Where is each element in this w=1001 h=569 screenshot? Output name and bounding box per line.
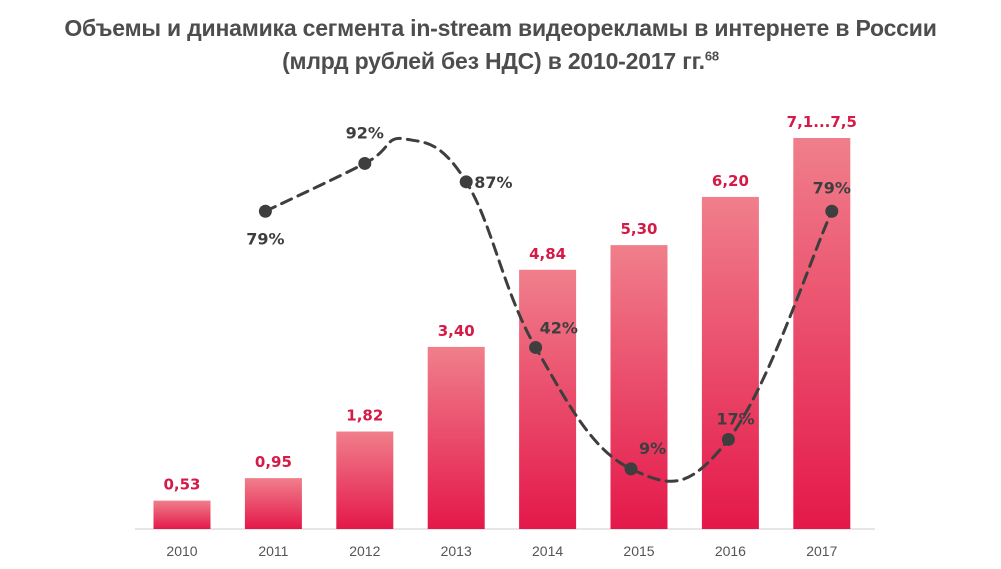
x-tick-labels: 2010 2011 2012 2013 2014 2015 2016 2017	[166, 543, 837, 559]
bar-value-label-2014: 4,84	[529, 245, 566, 263]
x-tick-2017: 2017	[806, 543, 837, 559]
x-tick-2014: 2014	[532, 543, 563, 559]
title-line-2-text: (млрд рублей без НДС) в 2010-2017 гг.	[282, 48, 705, 74]
title-footnote: 68	[704, 48, 719, 64]
bar-value-label-2016: 6,20	[712, 172, 749, 190]
growth-point-2016	[721, 432, 735, 446]
growth-point-2012	[358, 156, 372, 170]
bar-2013	[427, 346, 485, 529]
title-line-2: (млрд рублей без НДС) в 2010-2017 гг.68	[0, 45, 1001, 78]
growth-label-2013: 87%	[474, 173, 512, 192]
growth-label-2012: 92%	[346, 123, 384, 142]
x-tick-2016: 2016	[715, 543, 746, 559]
bar-2016	[701, 196, 759, 530]
growth-point-2013	[459, 175, 473, 189]
bar-2015	[610, 245, 668, 529]
x-tick-2012: 2012	[349, 543, 380, 559]
bar-2012	[336, 431, 394, 529]
bar-value-label-2012: 1,82	[346, 407, 383, 425]
bar-value-labels: 0,53 0,95 1,82 3,40 4,84 5,30 6,20 7,1...7,5	[163, 113, 856, 494]
bar-value-label-2011: 0,95	[255, 453, 292, 471]
growth-point-2015	[624, 462, 638, 476]
growth-label-2016: 17%	[716, 409, 754, 428]
x-tick-2011: 2011	[258, 543, 288, 559]
growth-percent-labels: 79% 92% 87% 42% 9% 17% 79%	[246, 123, 851, 457]
growth-label-2017: 79%	[813, 178, 851, 197]
x-tick-2015: 2015	[623, 543, 654, 559]
bars-group	[153, 138, 851, 530]
bar-value-label-2010: 0,53	[163, 476, 200, 494]
x-tick-2013: 2013	[441, 543, 472, 559]
growth-dashed-line	[263, 136, 834, 483]
chart-title: Объемы и динамика сегмента in-stream вид…	[0, 12, 1001, 78]
bar-2017	[793, 138, 851, 529]
bar-value-label-2013: 3,40	[438, 322, 475, 340]
growth-point-2011	[258, 204, 272, 218]
growth-label-2011: 79%	[246, 229, 284, 248]
bar-2011	[244, 478, 302, 529]
bar-value-label-2017: 7,1...7,5	[787, 113, 857, 131]
growth-point-2017	[825, 204, 839, 218]
growth-point-2014	[529, 340, 543, 354]
x-tick-2010: 2010	[166, 543, 197, 559]
growth-label-2015: 9%	[639, 439, 666, 458]
growth-points-group	[258, 156, 839, 476]
bar-2010	[153, 500, 211, 529]
title-line-1: Объемы и динамика сегмента in-stream вид…	[64, 15, 937, 41]
bar-value-label-2015: 5,30	[620, 220, 657, 238]
growth-label-2014: 42%	[540, 318, 578, 337]
